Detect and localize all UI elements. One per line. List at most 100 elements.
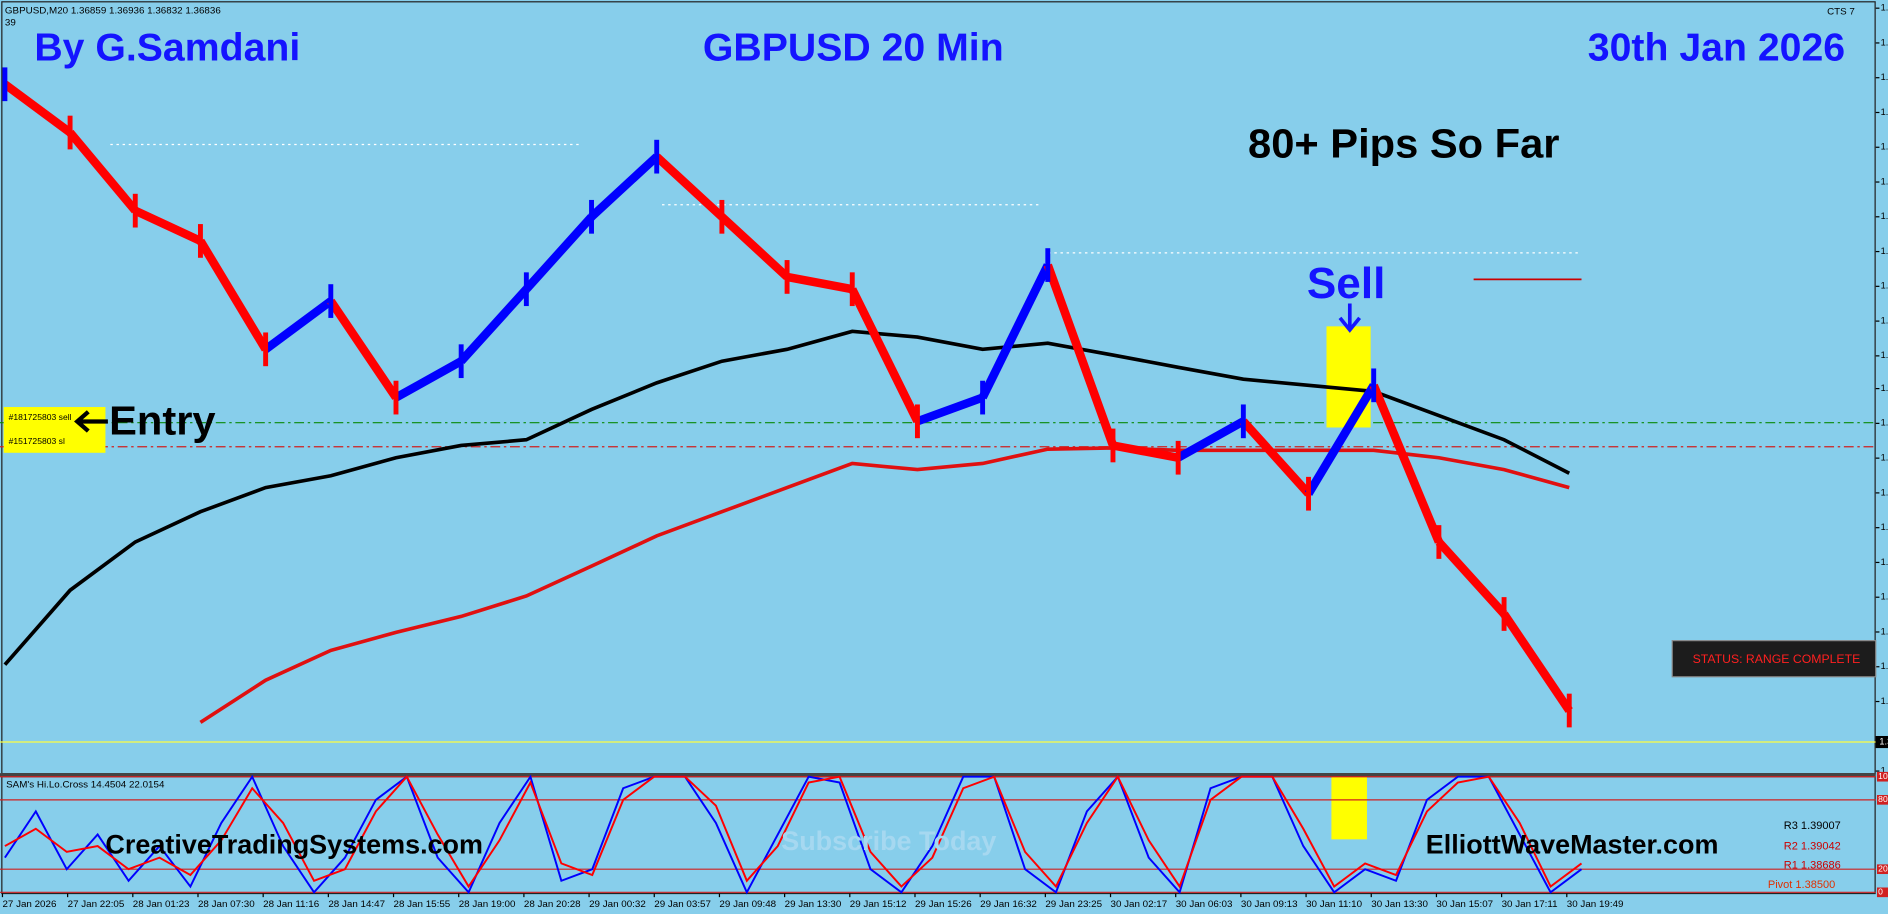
price-segment — [1240, 418, 1312, 497]
moving-average — [199, 446, 1570, 724]
price-segment — [133, 206, 203, 245]
y-tick-label: 1.38460 — [1881, 72, 1888, 82]
price-segment — [848, 287, 922, 424]
y-tick-label: 1.38630 — [1881, 3, 1888, 13]
pips-note: 80+ Pips So Far — [1248, 121, 1559, 167]
price-segment — [588, 153, 660, 220]
sell-highlight — [1331, 776, 1367, 840]
x-tick-label: 30 Jan 19:49 — [1567, 899, 1624, 910]
pivot-label: Pivot 1.38500 — [1768, 879, 1835, 891]
price-bar — [1436, 525, 1442, 559]
price-segment — [1369, 383, 1443, 544]
x-tick-label: 30 Jan 02:17 — [1111, 899, 1168, 910]
status-box — [1671, 640, 1877, 678]
pivot-label: R2 1.39042 — [1784, 841, 1841, 853]
price-segment — [263, 297, 334, 353]
x-tick-label: 29 Jan 23:25 — [1045, 899, 1102, 910]
price-bar — [132, 193, 138, 228]
x-tick-label: 28 Jan 15:55 — [394, 899, 451, 910]
y-tick-label: 1.38035 — [1881, 246, 1888, 256]
moving-average — [3, 329, 1571, 666]
price-bar — [523, 272, 529, 307]
price-bar — [1501, 597, 1507, 631]
x-tick-label: 29 Jan 13:30 — [785, 899, 842, 910]
x-tick-label: 30 Jan 06:03 — [1176, 899, 1233, 910]
price-bar — [1175, 440, 1181, 475]
price-bar — [393, 380, 399, 415]
price-segment — [653, 153, 725, 220]
x-tick-label: 28 Jan 07:30 — [198, 899, 255, 910]
price-bar — [67, 115, 73, 150]
chart-title: GBPUSD 20 Min — [703, 27, 1004, 70]
x-tick-label: 29 Jan 16:32 — [980, 899, 1037, 910]
price-bar — [263, 332, 269, 367]
price-bar — [1240, 404, 1246, 439]
x-tick-label: 30 Jan 11:10 — [1306, 899, 1363, 910]
site-right: ElliottWaveMaster.com — [1426, 830, 1719, 860]
y-tick-label: 1.37190 — [1881, 592, 1888, 602]
y-tick-label: 1.38120 — [1881, 211, 1888, 221]
site-left: CreativeTradingSystems.com — [105, 830, 483, 860]
y-tick-label: 20 — [1878, 864, 1888, 874]
y-tick-label: 1.37020 — [1881, 661, 1888, 671]
x-tick-label: 28 Jan 14:47 — [328, 899, 385, 910]
level-box — [1876, 887, 1888, 898]
x-tick-label: 30 Jan 09:13 — [1241, 899, 1298, 910]
oscillator-title: SAM's Hi.Lo.Cross 14.4504 22.0154 — [6, 780, 165, 791]
entry-arrow — [74, 410, 108, 433]
level-box — [1876, 771, 1888, 782]
price-bar — [654, 139, 660, 174]
price-bar — [328, 284, 334, 318]
oscillator-line — [4, 774, 1583, 895]
sell-arrow — [1338, 303, 1362, 333]
x-tick-label: 28 Jan 20:28 — [524, 899, 581, 910]
price-bar — [589, 199, 594, 234]
y-tick-label: 100 — [1878, 771, 1888, 781]
x-tick-label: 30 Jan 15:07 — [1436, 899, 1493, 910]
level-box — [1876, 864, 1888, 875]
author: By G.Samdani — [34, 27, 300, 70]
x-tick-label: 29 Jan 15:12 — [850, 899, 907, 910]
price-bar — [914, 404, 920, 439]
price-bar — [1306, 476, 1311, 511]
price-bar — [719, 199, 725, 234]
price-bar — [980, 380, 986, 415]
price-segment — [523, 214, 595, 292]
price-segment — [1043, 263, 1118, 447]
x-tick-label: 30 Jan 13:30 — [1371, 899, 1428, 910]
x-tick-label: 29 Jan 00:32 — [589, 899, 646, 910]
price-segment — [1500, 611, 1573, 713]
y-tick-label: 1.38545 — [1881, 37, 1888, 47]
last-price-box — [1875, 735, 1888, 749]
price-bar — [458, 344, 464, 379]
oscillator-line — [4, 774, 1583, 889]
price-segment — [1112, 441, 1179, 462]
price-bar — [1371, 368, 1377, 403]
x-tick-label: 28 Jan 19:00 — [459, 899, 516, 910]
price-bar — [849, 272, 855, 307]
entry-label: Entry — [109, 398, 216, 444]
price-segment — [2, 80, 73, 136]
sell-highlight — [1326, 326, 1371, 428]
watermark: Subscribe Today — [781, 826, 996, 856]
price-segment — [393, 357, 464, 402]
pivot-label: R1 1.38686 — [1784, 860, 1841, 872]
level-box — [1876, 795, 1888, 805]
y-tick-label: 1.37700 — [1881, 383, 1888, 393]
price-segment — [718, 213, 791, 280]
x-tick-label: 30 Jan 17:11 — [1502, 899, 1558, 910]
sell-label: Sell — [1307, 259, 1385, 308]
x-tick-label: 29 Jan 09:48 — [719, 899, 776, 910]
price-bar — [197, 224, 203, 258]
price-bar — [1110, 428, 1116, 463]
x-tick-label: 28 Jan 11:16 — [263, 899, 319, 910]
y-tick-label: 1.38205 — [1881, 176, 1888, 186]
y-tick-label: 1.38375 — [1881, 107, 1888, 117]
y-tick-label: 1.37950 — [1881, 281, 1888, 291]
corner-label: CTS 7 — [1827, 7, 1855, 18]
y-tick-label: 1.37530 — [1881, 453, 1888, 463]
price-bar — [784, 260, 790, 294]
